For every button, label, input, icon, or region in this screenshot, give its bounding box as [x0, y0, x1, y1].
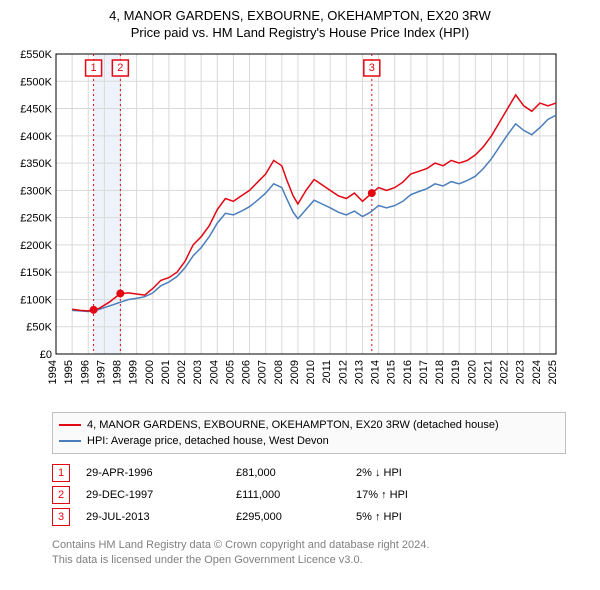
transaction-date: 29-JUL-2013 — [86, 511, 236, 523]
x-tick-label: 2023 — [515, 360, 527, 384]
y-tick-label: £300K — [20, 185, 52, 197]
transaction-row-badge: 2 — [52, 486, 70, 504]
x-tick-label: 2013 — [353, 360, 365, 384]
transaction-price: £111,000 — [236, 489, 356, 501]
chart-title: 4, MANOR GARDENS, EXBOURNE, OKEHAMPTON, … — [8, 8, 592, 23]
y-tick-label: £400K — [20, 131, 52, 143]
transaction-row-badge: 1 — [52, 464, 70, 482]
legend-label: HPI: Average price, detached house, West… — [87, 435, 329, 447]
x-tick-label: 2012 — [337, 360, 349, 384]
legend-item: 4, MANOR GARDENS, EXBOURNE, OKEHAMPTON, … — [59, 417, 559, 433]
x-tick-label: 2008 — [273, 360, 285, 384]
chart-subtitle: Price paid vs. HM Land Registry's House … — [8, 25, 592, 40]
x-tick-label: 2011 — [321, 360, 333, 384]
x-tick-label: 1995 — [63, 360, 75, 384]
x-tick-label: 2002 — [176, 360, 188, 384]
title-block: 4, MANOR GARDENS, EXBOURNE, OKEHAMPTON, … — [8, 8, 592, 40]
y-tick-label: £250K — [20, 213, 52, 225]
x-tick-label: 2005 — [224, 360, 236, 384]
x-tick-label: 2024 — [531, 360, 543, 384]
y-tick-label: £50K — [26, 322, 52, 334]
transaction-marker — [90, 306, 98, 314]
x-tick-label: 2003 — [192, 360, 204, 384]
transaction-badge-number: 1 — [91, 62, 97, 74]
legend: 4, MANOR GARDENS, EXBOURNE, OKEHAMPTON, … — [52, 412, 566, 454]
transaction-row: 2 29-DEC-1997£111,00017% ↑ HPI — [52, 484, 552, 506]
footer-line-2: This data is licensed under the Open Gov… — [52, 553, 552, 568]
y-tick-label: £0 — [40, 349, 52, 361]
x-tick-label: 1998 — [112, 360, 124, 384]
legend-item: HPI: Average price, detached house, West… — [59, 433, 559, 449]
transactions-table: 1 29-APR-1996£81,0002% ↓ HPI 2 29-DEC-1997£… — [52, 462, 552, 528]
x-tick-label: 2018 — [434, 360, 446, 384]
y-tick-label: £350K — [20, 158, 52, 170]
y-tick-label: £550K — [20, 49, 52, 61]
x-tick-label: 2004 — [208, 360, 220, 384]
legend-swatch — [59, 424, 81, 426]
x-tick-label: 2019 — [450, 360, 462, 384]
x-tick-label: 1996 — [79, 360, 91, 384]
transaction-price: £81,000 — [236, 467, 356, 479]
x-tick-label: 1999 — [128, 360, 140, 384]
transaction-marker — [116, 289, 124, 297]
x-tick-label: 2021 — [482, 360, 494, 384]
attribution-footer: Contains HM Land Registry data © Crown c… — [52, 538, 552, 568]
x-tick-label: 2000 — [144, 360, 156, 384]
x-tick-label: 1997 — [95, 360, 107, 384]
transaction-row: 1 29-APR-1996£81,0002% ↓ HPI — [52, 462, 552, 484]
x-tick-label: 2001 — [160, 360, 172, 384]
transaction-delta: 5% ↑ HPI — [356, 511, 476, 523]
x-tick-label: 1994 — [47, 360, 59, 384]
x-tick-label: 2022 — [499, 360, 511, 384]
chart-container: £0 £50K £100K £150K £200K £250K £300K £350K £400… — [8, 46, 592, 406]
x-tick-label: 2006 — [241, 360, 253, 384]
x-tick-label: 2009 — [289, 360, 301, 384]
y-tick-label: £100K — [20, 294, 52, 306]
footer-line-1: Contains HM Land Registry data © Crown c… — [52, 538, 552, 553]
y-tick-label: £150K — [20, 267, 52, 279]
transaction-delta: 17% ↑ HPI — [356, 489, 476, 501]
y-tick-label: £200K — [20, 240, 52, 252]
x-tick-label: 2025 — [547, 360, 559, 384]
transaction-delta: 2% ↓ HPI — [356, 467, 476, 479]
x-tick-label: 2020 — [466, 360, 478, 384]
transaction-row: 3 29-JUL-2013£295,0005% ↑ HPI — [52, 506, 552, 528]
transaction-badge-number: 2 — [117, 62, 123, 74]
x-tick-label: 2015 — [386, 360, 398, 384]
transaction-date: 29-DEC-1997 — [86, 489, 236, 501]
transaction-marker — [368, 189, 376, 197]
x-tick-label: 2007 — [257, 360, 269, 384]
transaction-badge-number: 3 — [369, 62, 375, 74]
x-tick-label: 2010 — [305, 360, 317, 384]
x-tick-label: 2017 — [418, 360, 430, 384]
x-tick-label: 2016 — [402, 360, 414, 384]
transaction-row-badge: 3 — [52, 508, 70, 526]
legend-swatch — [59, 440, 81, 442]
transaction-price: £295,000 — [236, 511, 356, 523]
y-tick-label: £450K — [20, 104, 52, 116]
x-tick-label: 2014 — [370, 360, 382, 384]
legend-label: 4, MANOR GARDENS, EXBOURNE, OKEHAMPTON, … — [87, 419, 499, 431]
price-chart: £0 £50K £100K £150K £200K £250K £300K £350K £400… — [8, 46, 592, 406]
transaction-date: 29-APR-1996 — [86, 467, 236, 479]
y-tick-label: £500K — [20, 76, 52, 88]
